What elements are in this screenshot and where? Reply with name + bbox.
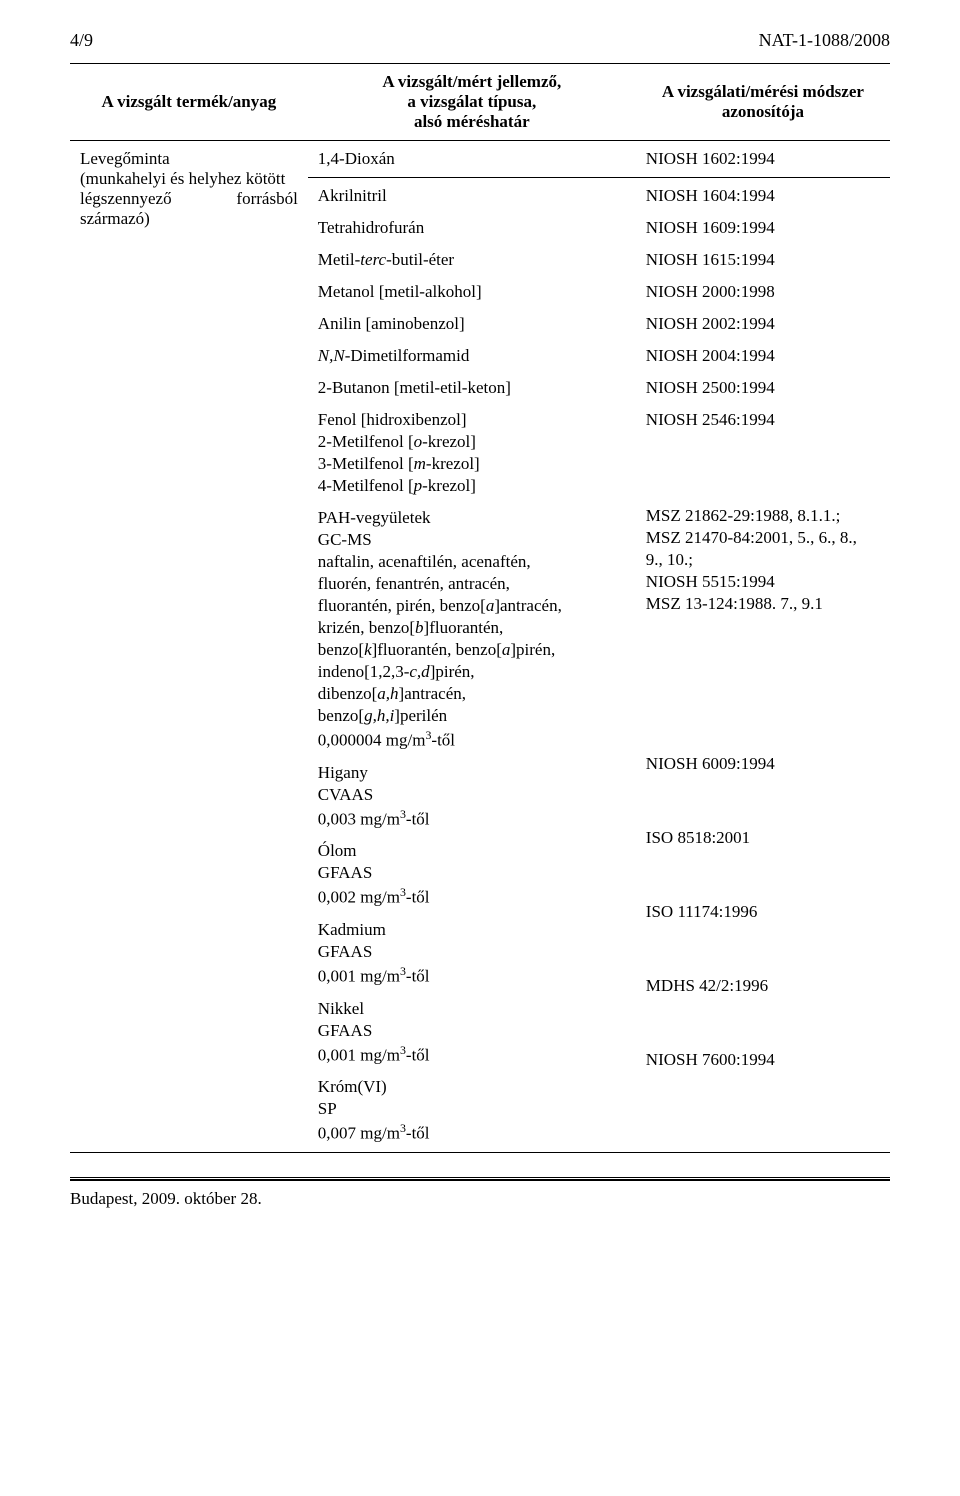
col-header-b1: A vizsgált/mért jellemző, [318,72,626,92]
doc-id: NAT-1-1088/2008 [759,30,890,51]
r7b: N,N-Dimetilformamid [318,346,626,366]
cell-property: Akrilnitril Tetrahidrofurán Metil-terc-b… [308,178,636,1153]
table-header-row: A vizsgált termék/anyag A vizsgált/mért … [70,64,890,141]
cell-property: 1,4-Dioxán [308,141,636,178]
footer-text: Budapest, 2009. október 28. [70,1189,890,1209]
r2c: NIOSH 1604:1994 [646,186,880,206]
r10c: MSZ 21862-29:1988, 8.1.1.; MSZ 21470-84:… [646,506,880,742]
col-header-b3: alsó méréshatár [318,112,626,132]
cell-method: NIOSH 1604:1994 NIOSH 1609:1994 NIOSH 16… [636,178,890,1153]
r5b: Metanol [metil-alkohol] [318,282,626,302]
r11c: NIOSH 6009:1994 [646,754,880,816]
r6b: Anilin [aminobenzol] [318,314,626,334]
r12c: ISO 8518:2001 [646,828,880,890]
left-l4: származó) [80,209,150,228]
r8b: 2-Butanon [metil-etil-keton] [318,378,626,398]
r8c: NIOSH 2500:1994 [646,378,880,398]
col-header-product: A vizsgált termék/anyag [70,64,308,141]
r2b: Akrilnitril [318,186,626,206]
col-header-method: A vizsgálati/mérési módszer azonosítója [636,64,890,141]
data-table: A vizsgált termék/anyag A vizsgált/mért … [70,63,890,1153]
r13c: ISO 11174:1996 [646,902,880,964]
r5c: NIOSH 2000:1998 [646,282,880,302]
r4b: Metil-terc-butil-éter [318,250,626,270]
r15b: Króm(VI) SP 0,007 mg/m3-től [318,1077,626,1144]
col-header-property: A vizsgált/mért jellemző, a vizsgálat tí… [308,64,636,141]
r12b: Ólom GFAAS 0,002 mg/m3-től [318,841,626,908]
r10b: PAH-vegyületek GC-MS naftalin, acenaftil… [318,508,626,751]
left-l1: Levegőminta [80,149,170,168]
left-l3a: légszennyező [80,189,172,209]
cell-product: Levegőminta (munkahelyi és helyhez kötöt… [70,141,308,1153]
r14b: Nikkel GFAAS 0,001 mg/m3-től [318,999,626,1066]
r14c: MDHS 42/2:1996 [646,976,880,1038]
r9c: NIOSH 2546:1994 [646,410,880,494]
r6c: NIOSH 2002:1994 [646,314,880,334]
table-row: Levegőminta (munkahelyi és helyhez kötöt… [70,141,890,178]
r9b: Fenol [hidroxibenzol] 2-Metilfenol [o-kr… [318,410,626,496]
r11b: Higany CVAAS 0,003 mg/m3-től [318,763,626,830]
r13b: Kadmium GFAAS 0,001 mg/m3-től [318,920,626,987]
page-number: 4/9 [70,30,93,51]
r15c: NIOSH 7600:1994 [646,1050,880,1070]
r7c: NIOSH 2004:1994 [646,346,880,366]
page-header: 4/9 NAT-1-1088/2008 [70,30,890,51]
left-l2: (munkahelyi és helyhez kötött [80,169,285,188]
r3c: NIOSH 1609:1994 [646,218,880,238]
col-header-c2: azonosítója [646,102,880,122]
r3b: Tetrahidrofurán [318,218,626,238]
footer-divider [70,1177,890,1181]
cell-method: NIOSH 1602:1994 [636,141,890,178]
col-header-c1: A vizsgálati/mérési módszer [646,82,880,102]
left-l3b: forrásból [236,189,297,209]
col-header-b2: a vizsgálat típusa, [318,92,626,112]
r4c: NIOSH 1615:1994 [646,250,880,270]
